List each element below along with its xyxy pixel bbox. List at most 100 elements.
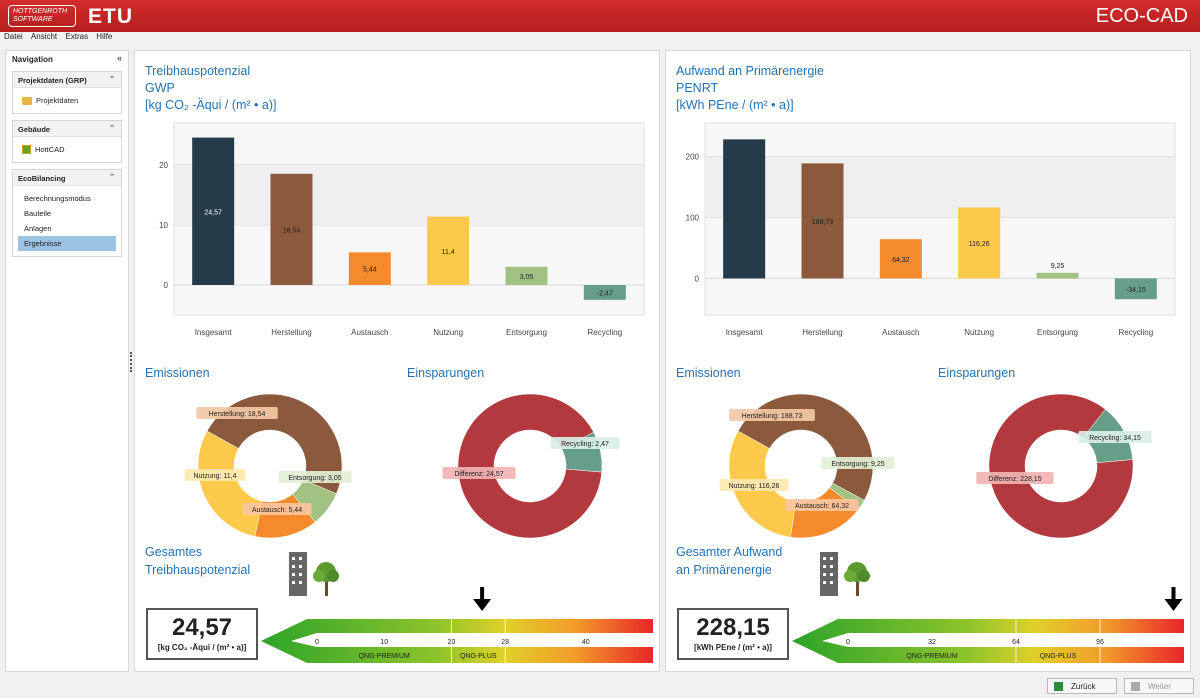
slice-label-bg (442, 467, 516, 479)
sidebar-item-anlagen[interactable]: Anlagen (24, 224, 52, 233)
grid-band (706, 156, 1174, 218)
gwp-emissions-title: Emissionen (145, 366, 210, 380)
donut-slice (197, 430, 263, 537)
bar (583, 285, 626, 300)
sidebar-item-label: Projektdaten (36, 96, 79, 105)
slice-label: Nutzung: 116,26 (729, 483, 780, 490)
y-tick-label: 10 (159, 221, 168, 230)
slice-label: Recycling: 34,15 (1089, 435, 1141, 442)
title-line: Treibhauspotenzial (145, 64, 251, 78)
bar (958, 207, 1001, 279)
group-projektdaten: Projektdaten (GRP) ⌃ Projektdaten (12, 71, 122, 114)
marker-arrow-icon (473, 599, 492, 611)
slice-label-bg (184, 469, 246, 481)
logo-line2: SOFTWARE (13, 16, 53, 23)
title-line: [kg CO₂ -Äqui / (m² • a)] (145, 98, 277, 112)
scale-band-label: QNG-PLUS (1040, 653, 1077, 660)
x-category-label: Recycling (1118, 328, 1153, 337)
menu-hilfe[interactable]: Hilfe (96, 32, 113, 41)
slice-label: Entsorgung: 9,25 (831, 461, 884, 468)
bar-value-label: 116,26 (969, 241, 990, 248)
slice-label-bg (719, 479, 789, 491)
bar-value-label: -2,47 (597, 290, 613, 297)
sidebar-item-ergebnisse[interactable]: Ergebnisse (18, 236, 116, 251)
sidebar-item-bauteile[interactable]: Bauteile (24, 209, 52, 218)
group-header-ecobilancing[interactable]: EcoBilancing ⌃ (13, 170, 121, 186)
x-category-label: Nutzung (433, 328, 463, 337)
sidebar-item-projektdaten[interactable]: Projektdaten (18, 93, 116, 108)
chevron-up-icon[interactable]: ⌃ (109, 125, 115, 132)
bar-value-label: 5,44 (363, 267, 377, 274)
x-category-label: Herstellung (802, 328, 842, 337)
marker-stem (480, 587, 485, 601)
bar-value-label: -34,15 (1126, 287, 1146, 294)
title-bar: HOTTGENROTH SOFTWARE ETU ECO-CAD (0, 0, 1200, 32)
slice-label: Differenz: 24,57 (454, 471, 503, 478)
scale-tick-label: 0 (315, 639, 319, 646)
bar-value-label: 9,25 (1051, 263, 1065, 270)
group-header-gebaeude[interactable]: Gebäude ⌃ (13, 121, 121, 137)
bar (427, 216, 470, 285)
logo-line1: HOTTGENROTH (13, 8, 68, 15)
collapse-sidebar-icon[interactable]: « (116, 53, 122, 63)
title-line: an Primärenergie (676, 563, 772, 577)
gwp-bar-chart: 0 10 20 24,57 Insgesamt 18,54 Herstellung 5,44 A… (159, 122, 645, 337)
penrt-savings-title: Einsparungen (938, 366, 1016, 380)
scale-track (822, 633, 1184, 647)
penrt-total-box: 228,15 [kWh PEne / (m² • a)] (677, 608, 789, 660)
x-category-label: Austausch (351, 328, 388, 337)
navigation-header: Navigation « (6, 51, 128, 67)
splitter-handle[interactable] (130, 352, 132, 372)
slice-label-bg (242, 503, 312, 515)
next-button[interactable]: Weiter (1124, 678, 1194, 694)
gwp-savings-donut: Recycling: 2,47 Differenz: 24,57 (442, 393, 620, 539)
chevron-up-icon[interactable]: ⌃ (109, 76, 115, 83)
menu-extras[interactable]: Extras (65, 32, 89, 41)
back-button[interactable]: Zurück (1047, 678, 1117, 694)
marker-arrow-icon (1164, 599, 1183, 611)
title-line: PENRT (676, 81, 719, 95)
y-tick-label: 100 (686, 213, 700, 222)
bar-value-label: 24,57 (204, 209, 222, 216)
penrt-total-title: Gesamter Aufwand an Primärenergie (676, 543, 782, 579)
scale-band-label: QNG-PLUS (460, 653, 497, 660)
slice-label: Austausch: 64,32 (795, 503, 849, 510)
sidebar-item-hottcad[interactable]: HottCAD (18, 142, 116, 157)
sidebar-item-berechnungsmodus[interactable]: Berechnungsmodus (24, 194, 91, 203)
slice-label: Nutzung: 11,4 (193, 473, 236, 480)
donut-slice (988, 393, 1134, 539)
group-title: EcoBilancing (18, 174, 66, 183)
title-line: GWP (145, 81, 175, 95)
group-ecobilancing: EcoBilancing ⌃ Berechnungsmodus Bauteile… (12, 169, 122, 257)
hottgenroth-logo: HOTTGENROTH SOFTWARE (8, 5, 76, 27)
chevron-up-icon[interactable]: ⌃ (109, 174, 115, 181)
x-category-label: Recycling (587, 328, 622, 337)
bar (1114, 278, 1157, 300)
arrow-left-icon (1054, 681, 1063, 691)
gwp-savings-title: Einsparungen (407, 366, 485, 380)
slice-label-bg (821, 457, 895, 469)
group-header-projektdaten[interactable]: Projektdaten (GRP) ⌃ (13, 72, 121, 88)
gwp-total-unit: [kg CO₂ -Äqui / (m² • a)] (157, 643, 247, 652)
gwp-panel: Treibhauspotenzial GWP [kg CO₂ -Äqui / (… (134, 50, 660, 672)
slice-label: Differenz: 228,15 (988, 476, 1041, 483)
scale-tick-label: 32 (928, 639, 936, 646)
arrow-right-icon (1131, 681, 1140, 691)
bar-value-label: 64,32 (892, 257, 910, 264)
slice-label: Herstellung: 188,73 (742, 413, 803, 420)
title-line: Gesamter Aufwand (676, 545, 783, 559)
penrt-emissions-donut: Herstellung: 188,73 Nutzung: 116,26 Entsor… (719, 393, 895, 539)
group-title: Gebäude (18, 125, 51, 134)
back-button-label: Zurück (1071, 681, 1096, 691)
menu-datei[interactable]: Datei (4, 32, 23, 41)
navigation-title: Navigation (12, 55, 53, 64)
grid-band (175, 165, 643, 225)
app-title: ECO-CAD (1095, 5, 1188, 27)
sidebar-item-label: HottCAD (35, 145, 65, 154)
gwp-total-value: 24,57 (171, 614, 233, 641)
menu-ansicht[interactable]: Ansicht (30, 32, 58, 41)
scale-band-label: QNG-PREMIUM (359, 653, 411, 660)
bar (192, 137, 235, 285)
